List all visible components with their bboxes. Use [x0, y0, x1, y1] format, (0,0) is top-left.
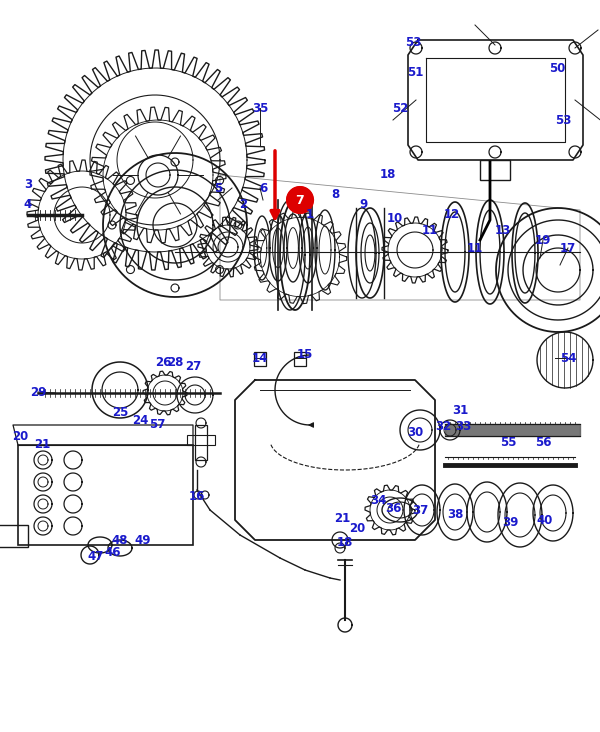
Text: 31: 31	[452, 403, 468, 417]
Text: 21: 21	[34, 438, 50, 452]
Text: 32: 32	[435, 420, 451, 433]
Text: 47: 47	[88, 550, 104, 564]
Text: 6: 6	[259, 182, 267, 195]
Text: 48: 48	[112, 534, 128, 547]
Text: 54: 54	[560, 351, 576, 365]
Text: 20: 20	[12, 430, 28, 444]
Text: 13: 13	[495, 223, 511, 236]
Text: 4: 4	[24, 198, 32, 212]
Bar	[294, 352, 306, 366]
Text: 18: 18	[380, 168, 396, 182]
Text: 53: 53	[405, 35, 421, 48]
Text: 37: 37	[412, 504, 428, 517]
Text: 3: 3	[24, 179, 32, 192]
Text: 15: 15	[297, 348, 313, 362]
Text: 8: 8	[331, 189, 339, 201]
Text: 30: 30	[407, 425, 423, 438]
Text: 10: 10	[387, 212, 403, 225]
Text: 18: 18	[337, 537, 353, 550]
Bar	[187, 435, 215, 445]
Bar	[0, 525, 28, 547]
Text: 33: 33	[455, 420, 471, 433]
Text: 27: 27	[185, 360, 201, 373]
Text: 36: 36	[385, 501, 401, 515]
Text: 5: 5	[214, 182, 222, 195]
Text: 12: 12	[444, 209, 460, 222]
Text: 16: 16	[189, 490, 205, 504]
Text: 38: 38	[447, 509, 463, 521]
Bar	[254, 352, 266, 366]
Text: 2: 2	[239, 198, 247, 212]
Text: 50: 50	[549, 61, 565, 75]
Bar	[480, 160, 510, 180]
Text: 24: 24	[132, 414, 148, 427]
Text: 17: 17	[560, 242, 576, 255]
Text: 39: 39	[502, 515, 518, 529]
Text: 34: 34	[370, 493, 386, 507]
Text: 11: 11	[422, 223, 438, 236]
Text: 1: 1	[306, 209, 314, 222]
Text: 53: 53	[555, 113, 571, 127]
Text: 25: 25	[112, 406, 128, 419]
Text: 52: 52	[392, 102, 408, 114]
Text: 55: 55	[500, 436, 516, 449]
Text: 19: 19	[535, 234, 551, 247]
Text: 28: 28	[167, 356, 183, 370]
Text: 26: 26	[155, 356, 171, 370]
Text: 7: 7	[296, 193, 304, 206]
Text: 9: 9	[359, 198, 367, 212]
Bar	[18, 445, 193, 545]
Text: 49: 49	[135, 534, 151, 547]
Text: 51: 51	[407, 67, 423, 80]
Text: 46: 46	[105, 547, 121, 559]
Text: 21: 21	[334, 512, 350, 525]
Polygon shape	[287, 187, 313, 213]
Text: 20: 20	[349, 521, 365, 534]
Text: 40: 40	[537, 514, 553, 526]
Text: 14: 14	[252, 351, 268, 365]
Text: 11: 11	[467, 242, 483, 255]
Text: 35: 35	[252, 102, 268, 114]
Text: 29: 29	[30, 386, 46, 398]
Text: 57: 57	[149, 419, 165, 431]
Bar	[195, 425, 207, 460]
Text: 56: 56	[535, 436, 551, 449]
